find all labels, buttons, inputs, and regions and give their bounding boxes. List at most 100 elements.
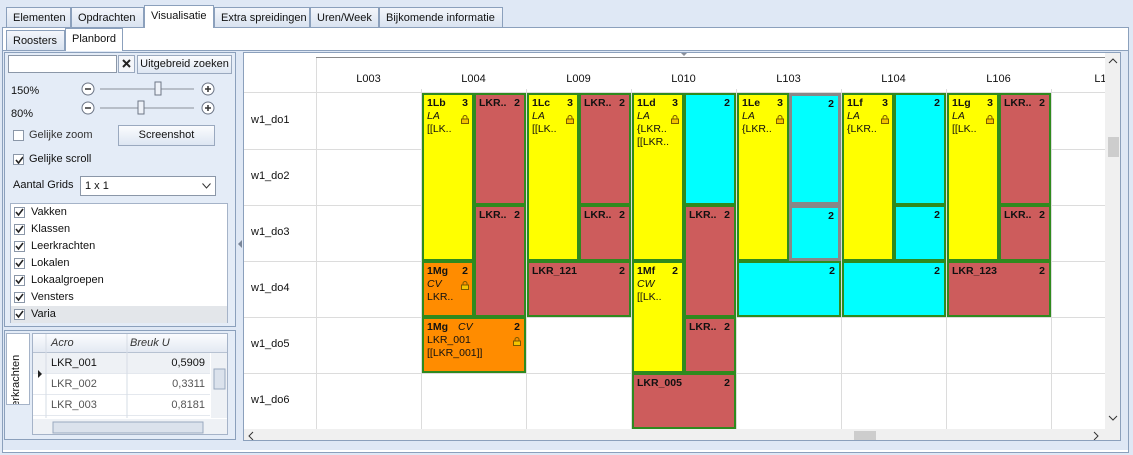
block-title: 1Lf [847, 97, 863, 109]
side-tab-label: Leerkrachten [10, 354, 22, 405]
side-tab[interactable]: Leerkrachten [6, 333, 30, 405]
block-count: 2 [934, 209, 940, 221]
screenshot-button[interactable]: Screenshot [118, 125, 215, 146]
planning-block[interactable]: 1Lg 3 LA [[LK.. [947, 93, 999, 261]
checkbox[interactable] [14, 275, 25, 286]
table-row[interactable] [33, 395, 210, 416]
tab[interactable]: Opdrachten [71, 7, 144, 27]
planning-block[interactable]: LKR.. 2 [684, 317, 736, 373]
search-input[interactable] [8, 55, 117, 73]
block-title: LKR_123 [952, 265, 997, 277]
row-header: w1_do3 [251, 226, 290, 238]
planning-block[interactable]: 2 [842, 261, 946, 317]
collapse-arrow[interactable] [238, 240, 243, 248]
tab[interactable]: Extra spreidingen [214, 7, 310, 27]
layer-item[interactable]: Vakken [11, 204, 227, 221]
planning-block[interactable]: 2 [894, 93, 946, 205]
subtab[interactable]: Planbord [65, 28, 123, 51]
block-line: {LKR.. [742, 123, 772, 135]
tab[interactable]: Visualisatie [144, 5, 214, 28]
block-count: 2 [828, 210, 834, 222]
planning-block[interactable]: 1Le 3 LA {LKR.. [737, 93, 789, 261]
layer-label: Vensters [31, 291, 74, 303]
checkbox[interactable] [14, 292, 25, 303]
checkbox[interactable] [14, 207, 25, 218]
layer-item[interactable]: Leerkrachten [11, 238, 227, 255]
block-title: LKR.. [479, 97, 507, 109]
planning-block[interactable]: LKR.. 2 [579, 93, 631, 205]
block-line: [[LK.. [637, 291, 662, 303]
planning-block[interactable]: 1Lb 3 LA [[LK.. [422, 93, 474, 261]
block-line: CV [427, 278, 442, 290]
grids-dropdown[interactable]: 1 x 1 [80, 176, 216, 196]
zoom-sliders[interactable] [78, 80, 218, 120]
checkbox[interactable] [13, 130, 24, 141]
block-title: 1Le [742, 97, 761, 109]
teacher-table: Acro Breuk U LKR_001 0,5909 LKR_002 0,3311 LKR… [32, 333, 228, 435]
lock-icon [986, 115, 994, 124]
grid-line [316, 57, 317, 440]
lock-icon [881, 115, 889, 124]
block-title: 1Mg [427, 265, 448, 277]
planning-block[interactable]: LKR_121 2 [527, 261, 631, 317]
block-count: 2 [619, 209, 625, 221]
checkbox[interactable] [13, 154, 24, 165]
planning-block[interactable]: LKR.. 2 [474, 205, 526, 317]
block-line: LA [427, 110, 440, 122]
block-count: 2 [462, 265, 468, 277]
planning-block[interactable]: 1Lf 3 LA {LKR.. [842, 93, 894, 261]
table-row[interactable] [33, 374, 210, 395]
planning-block[interactable]: 2 [894, 205, 946, 261]
block-line: {LKR.. [637, 123, 667, 135]
checkbox[interactable] [14, 309, 25, 320]
checkbox[interactable] [14, 258, 25, 269]
tab[interactable]: Elementen [6, 7, 71, 27]
clear-button[interactable] [118, 55, 135, 73]
search-button[interactable]: Uitgebreid zoeken [137, 55, 232, 74]
planning-block[interactable]: 2 [789, 205, 841, 261]
planning-block[interactable]: 2 [737, 261, 841, 317]
block-subtitle: CV [458, 321, 473, 333]
checkbox[interactable] [14, 241, 25, 252]
block-count: 2 [724, 209, 730, 221]
subtab[interactable]: Roosters [6, 30, 65, 50]
planning-block[interactable]: LKR.. 2 [999, 205, 1051, 261]
layer-item[interactable]: Lokaalgroepen [11, 272, 227, 289]
column-header: Acro [51, 337, 74, 349]
row-header: w1_do5 [251, 338, 290, 350]
block-count: 2 [619, 97, 625, 109]
planning-block[interactable]: LKR_005 2 [632, 373, 736, 429]
layer-item[interactable]: Varia [11, 306, 227, 323]
layer-item[interactable]: Lokalen [11, 255, 227, 272]
block-count: 3 [882, 97, 888, 109]
planning-block[interactable]: LKR.. 2 [474, 93, 526, 205]
planning-block[interactable]: 1Mg CV 2 LKR_001 [[LKR_001]] [422, 317, 526, 373]
planning-block[interactable]: 1Lc 3 LA [[LK.. [527, 93, 579, 261]
planning-block[interactable]: LKR.. 2 [684, 205, 736, 317]
tab[interactable]: Bijkomende informatie [379, 7, 503, 27]
layer-item[interactable]: Klassen [11, 221, 227, 238]
column-header: L104 [881, 73, 906, 85]
checkbox[interactable] [14, 224, 25, 235]
planning-block[interactable]: LKR_123 2 [947, 261, 1051, 317]
planning-block[interactable]: 1Ld 3 LA {LKR.. [[LKR.. [632, 93, 684, 261]
planning-block[interactable]: LKR.. 2 [579, 205, 631, 261]
block-line: CW [637, 278, 655, 290]
grid-line [421, 89, 422, 439]
block-line: {LKR.. [847, 123, 877, 135]
scrollbars[interactable] [244, 53, 1121, 441]
planning-block[interactable]: 2 [789, 93, 841, 205]
layer-label: Leerkrachten [31, 240, 96, 252]
tab[interactable]: Uren/Week [310, 7, 379, 27]
lock-icon [776, 115, 784, 124]
table-row[interactable] [33, 353, 210, 374]
planning-block[interactable]: 2 [684, 93, 736, 205]
planning-block[interactable]: 1Mf 2 CW [[LK.. [632, 261, 684, 373]
layer-item[interactable]: Vensters [11, 289, 227, 306]
grid-line [1051, 89, 1052, 439]
block-line: LA [637, 110, 650, 122]
planning-block[interactable]: LKR.. 2 [999, 93, 1051, 205]
layer-label: Lokaalgroepen [31, 274, 104, 286]
planning-block[interactable]: 1Mg 2 CV LKR.. [422, 261, 474, 317]
grid-line [946, 89, 947, 439]
